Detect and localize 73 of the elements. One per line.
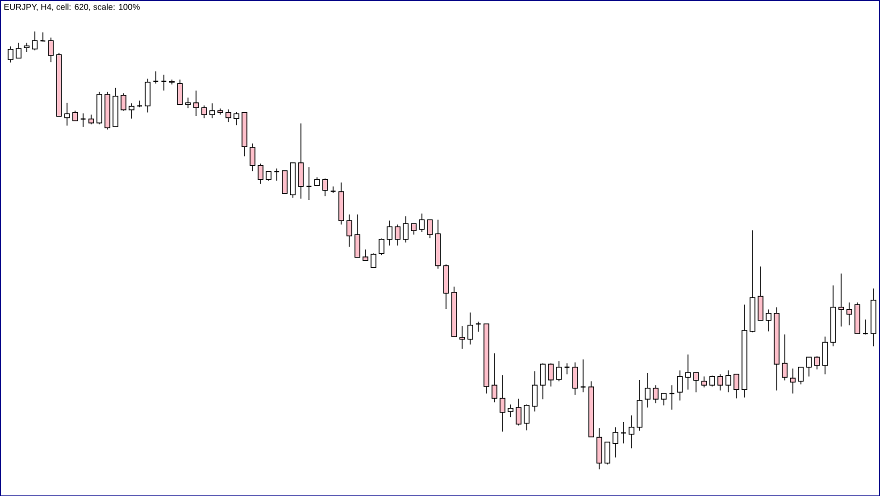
candlestick xyxy=(652,384,659,404)
candlestick xyxy=(427,219,433,238)
candlestick xyxy=(209,102,216,118)
candlestick xyxy=(459,325,465,350)
candlestick xyxy=(16,42,22,58)
candlestick xyxy=(725,370,732,392)
candlestick xyxy=(370,252,376,268)
candlestick xyxy=(798,366,804,385)
candlestick xyxy=(564,362,570,374)
candlestick xyxy=(177,79,183,105)
candlestick xyxy=(40,32,46,42)
candlestick xyxy=(677,370,683,401)
candlestick xyxy=(201,104,207,118)
candlestick xyxy=(693,372,699,392)
candlestick xyxy=(298,122,304,199)
chart-title: EURJPY, H4, cell: 620, scale: 100% xyxy=(4,3,140,11)
candlestick xyxy=(806,356,812,377)
candlestick xyxy=(234,111,240,126)
candlestick xyxy=(734,374,740,399)
candlestick xyxy=(354,214,360,258)
candlestick xyxy=(540,362,546,400)
candlestick xyxy=(604,442,610,465)
candlestick xyxy=(48,36,54,62)
candlestick xyxy=(685,354,691,390)
candlestick xyxy=(128,102,134,119)
candlestick xyxy=(548,362,554,387)
candlestick xyxy=(838,272,844,327)
candlestick xyxy=(144,78,150,113)
candlestick xyxy=(790,368,796,394)
candlestick xyxy=(120,92,126,111)
candlestick xyxy=(362,248,368,261)
candlestick xyxy=(419,212,425,232)
candlestick xyxy=(628,414,634,448)
candlestick xyxy=(193,90,199,116)
candlestick xyxy=(32,30,38,50)
candlestick xyxy=(322,178,328,196)
candlestick xyxy=(766,308,772,332)
candlestick xyxy=(258,163,264,184)
candlestick xyxy=(709,374,715,387)
candlestick xyxy=(8,46,14,63)
candlestick xyxy=(532,370,538,412)
candlestick xyxy=(226,108,232,122)
candlestick xyxy=(394,224,400,246)
candlestick xyxy=(556,360,562,382)
candlestick xyxy=(64,102,70,126)
candlestick xyxy=(266,170,272,181)
candlestick xyxy=(72,110,78,121)
candlestick xyxy=(378,238,384,256)
candlestick xyxy=(500,374,506,432)
candlestick xyxy=(660,392,667,406)
candlestick xyxy=(346,214,352,248)
candlestick xyxy=(846,302,852,326)
candlestick xyxy=(782,334,788,381)
candlestick xyxy=(516,398,522,426)
candlestick xyxy=(386,220,392,246)
candlestick xyxy=(185,96,191,108)
candlestick xyxy=(524,404,530,430)
candlestick xyxy=(24,42,30,52)
candlestick xyxy=(467,312,474,345)
candlestick xyxy=(701,376,707,388)
candlestick xyxy=(250,142,256,172)
candlestick xyxy=(822,336,828,374)
candlestick xyxy=(814,356,820,370)
candlestick xyxy=(717,374,724,391)
candlestick xyxy=(402,216,409,243)
candlestick xyxy=(612,426,618,458)
candlestick xyxy=(282,170,288,194)
candlestick xyxy=(88,114,94,124)
candlestick xyxy=(644,372,650,408)
candlestick xyxy=(572,362,578,396)
candlestick xyxy=(492,352,498,402)
candlestick xyxy=(508,404,514,418)
candlestick xyxy=(169,79,175,85)
